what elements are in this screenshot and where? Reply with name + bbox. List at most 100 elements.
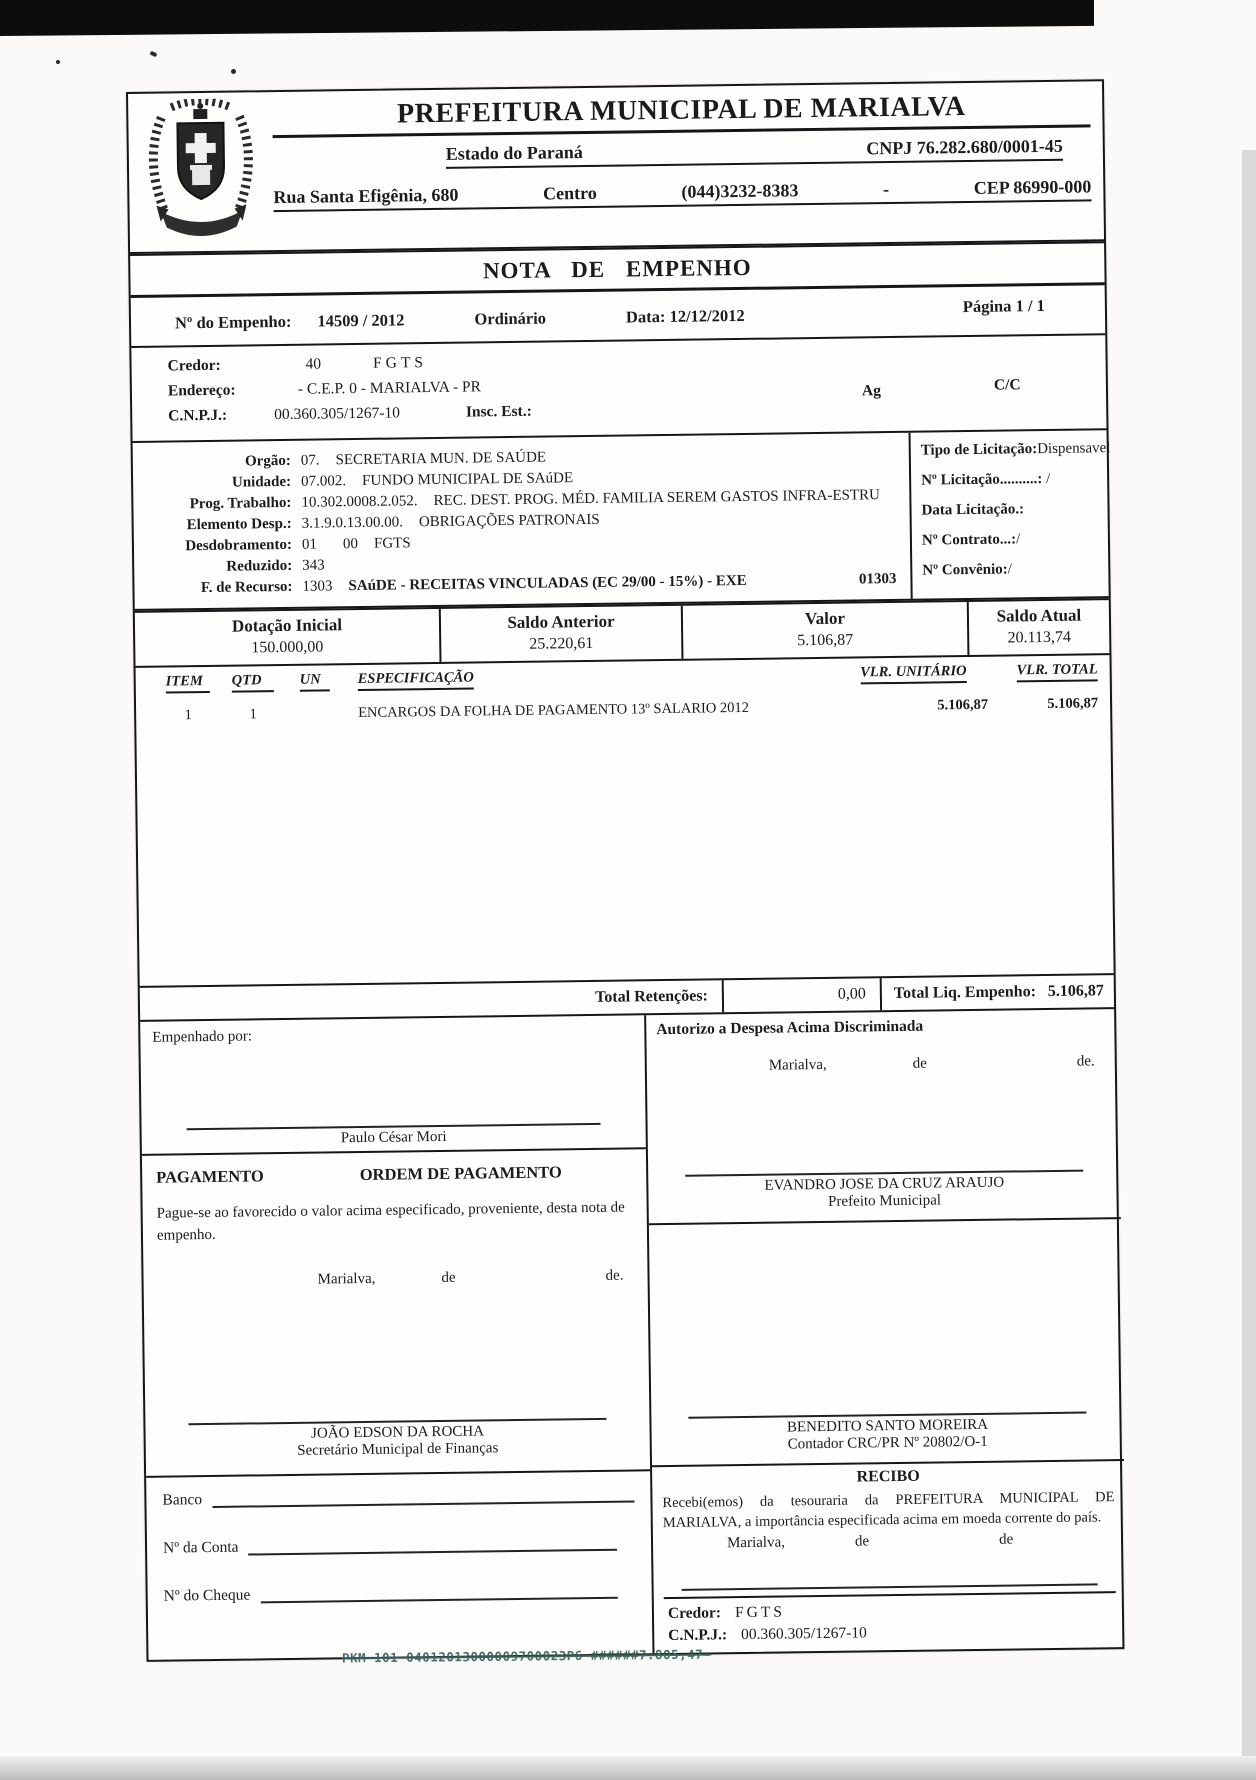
empenho-type: Ordinário	[474, 308, 547, 329]
item-qtd: 1	[249, 706, 257, 723]
num-licitacao-row: Nº Licitação..........: /	[921, 470, 1107, 489]
scan-speck	[149, 50, 158, 58]
licitacao-column: Tipo de Licitação:Dispensavel Nº Licitaç…	[908, 430, 1111, 599]
num-contrato-row: Nº Contrato...:/	[922, 530, 1108, 549]
account-label: C/C	[993, 376, 1021, 394]
header-state-cnpj-line: Estado do Paraná CNPJ 76.282.680/0001-45	[445, 135, 1063, 169]
item-vlr-total: 5.106,87	[1047, 695, 1099, 712]
item-vlr-unitario: 5.106,87	[937, 696, 989, 714]
header-text-block: PREFEITURA MUNICIPAL DE MARIALVA Estado …	[266, 87, 1098, 246]
scan-edge-shadow-right	[1242, 150, 1256, 1780]
de-label: de	[854, 1532, 870, 1550]
street-address: Rua Santa Efigênia, 680	[273, 184, 459, 208]
valor-value: 5.106,87	[797, 631, 854, 650]
empenhado-signature: Paulo César Mori	[186, 1122, 601, 1149]
num-licitacao-label: Nº Licitação..........:	[921, 471, 1043, 489]
creditor-code: 40	[305, 355, 322, 373]
valor-label: Valor	[804, 608, 846, 629]
item-col-header: ITEM	[165, 672, 210, 694]
saldo-anterior-value: 25.220,61	[529, 634, 594, 653]
orgao-column: Orgão: 07. SECRETARIA MUN. DE SAÚDE Unid…	[133, 433, 911, 609]
prog-trabalho-desc: REC. DEST. PROG. MÉD. FAMILIA SEREM GAST…	[433, 487, 881, 510]
form-header: PREFEITURA MUNICIPAL DE MARIALVA Estado …	[128, 81, 1105, 254]
cheque-fill-line	[260, 1596, 618, 1604]
prog-trabalho-label: Prog. Trabalho:	[189, 494, 292, 513]
conta-fill-line	[248, 1548, 618, 1556]
ordem-pagamento-title: ORDEM DE PAGAMENTO	[359, 1162, 562, 1185]
pagamento-title: PAGAMENTO	[156, 1166, 264, 1187]
especificacao-col-header: ESPECIFICAÇÃO	[357, 669, 474, 692]
orgao-desc: SECRETARIA MUN. DE SAÚDE	[335, 449, 547, 469]
scan-speck	[56, 60, 60, 64]
insc-est-label: Insc. Est.:	[465, 402, 532, 421]
banco-fill-line	[212, 1500, 635, 1508]
recibo-cnpj-value: 00.360.305/1267-10	[740, 1624, 867, 1644]
recibo-creditor-label: Credor:	[667, 1604, 722, 1623]
creditor-row: Credor: 40 FGTS	[167, 345, 1095, 375]
num-convenio-label: Nº Convênio:	[922, 561, 1008, 579]
de-label: de	[998, 1531, 1014, 1548]
recibo-signature	[681, 1583, 1098, 1591]
total-liq-cell: Total Liq. Empenho: 5.106,87	[882, 975, 1114, 1010]
district: Centro	[542, 182, 597, 204]
dotacao-inicial-value: 150.000,00	[251, 638, 324, 657]
creditor-block: Credor: 40 FGTS Endereço: - C.E.P. 0 - M…	[131, 335, 1107, 443]
autorizo-date-line: Marialva, de de .	[657, 1053, 1109, 1076]
autorizo-title: Autorizo a Despesa Acima Discriminada	[656, 1017, 924, 1039]
total-liq-value: 5.106,87	[1047, 982, 1104, 1001]
empenhado-por-box: Empenhado por: Paulo César Mori	[140, 1015, 646, 1156]
empenhado-name: Paulo César Mori	[340, 1128, 447, 1147]
pagamento-text: Pague-se ao favorecido o valor acima esp…	[156, 1199, 625, 1244]
contador-box: BENEDITO SANTO MOREIRA Contador CRC/PR N…	[648, 1217, 1124, 1466]
reduzido-code: 343	[302, 557, 325, 574]
num-licitacao-value: /	[1045, 470, 1051, 487]
saldo-atual-value: 20.113,74	[1007, 628, 1072, 647]
data-licitacao-label: Data Licitação.:	[921, 501, 1025, 519]
recibo-text: Recebi(emos) da tesouraria da PREFEITURA…	[662, 1489, 1115, 1532]
orgao-label: Orgão:	[244, 452, 291, 470]
saldo-atual-cell: Saldo Atual 20.113,74	[969, 600, 1110, 655]
desdobramento-code: 01	[301, 536, 318, 553]
cheque-row: Nº do Cheque	[164, 1581, 636, 1605]
creditor-cnpj-row: C.N.P.J.: 00.360.305/1267-10 Insc. Est.:	[168, 395, 1096, 425]
right-signature-column: Autorizo a Despesa Acima Discriminada Ma…	[646, 1009, 1127, 1654]
empenho-number: 14509 / 2012	[317, 310, 405, 331]
secretario-signature: JOÃO EDSON DA ROCHA Secretário Municipal…	[187, 1417, 607, 1461]
city-label: Marialva,	[317, 1270, 376, 1288]
unidade-desc: FUNDO MUNICIPAL DE SAúDE	[362, 470, 574, 489]
address-value: - C.E.P. 0 - MARIALVA - PR	[297, 378, 482, 398]
num-contrato-value: /	[1015, 531, 1021, 548]
prefeito-signature: EVANDRO JOSE DA CRUZ ARAUJO Prefeito Mun…	[685, 1169, 1084, 1213]
cnpj-label: CNPJ 76.282.680/0001-45	[866, 135, 1063, 159]
vlr-total-col-header: VLR. TOTAL	[1016, 661, 1098, 683]
de-label: de	[912, 1055, 927, 1072]
city-label: Marialva,	[726, 1534, 786, 1551]
elemento-desp-label: Elemento Desp.:	[186, 515, 292, 534]
items-header-row: ITEM QTD UN ESPECIFICAÇÃO VLR. UNITÁRIO …	[165, 661, 1100, 694]
total-liq-label: Total Liq. Empenho:	[893, 983, 1037, 1003]
scanner-edge-bar	[0, 0, 1094, 36]
tipo-licitacao-row: Tipo de Licitação:Dispensavel	[921, 440, 1111, 459]
fonte-recurso-label: F. de Recurso:	[200, 578, 293, 597]
de-label: de	[605, 1267, 620, 1284]
fonte-recurso-desc: SAúDE - RECEITAS VINCULADAS (EC 29/00 - …	[348, 572, 747, 595]
address-label: Endereço:	[167, 381, 236, 400]
city-label: Marialva,	[768, 1056, 827, 1074]
desdobramento-code2: 00	[342, 536, 359, 553]
desdobramento-label: Desdobramento:	[185, 536, 293, 555]
pagamento-date-line: Marialva, de de .	[157, 1267, 633, 1290]
signatures-section: Empenhado por: Paulo César Mori PAGAMENT…	[140, 1007, 1127, 1660]
coat-of-arms-logo	[134, 98, 268, 248]
desdobramento-desc: FGTS	[373, 535, 411, 552]
empenhado-por-label: Empenhado por:	[152, 1028, 253, 1046]
separator: -	[882, 179, 890, 200]
state-label: Estado do Paraná	[445, 142, 583, 164]
unidade-code: 07.002.	[301, 473, 347, 490]
autorizo-box: Autorizo a Despesa Acima Discriminada Ma…	[646, 1009, 1121, 1223]
recibo-cnpj-row: C.N.P.J.: 00.360.305/1267-10	[668, 1621, 1106, 1645]
recibo-title: RECIBO	[856, 1467, 920, 1486]
recibo-creditor-value: FGTS	[734, 1603, 786, 1622]
dotacao-inicial-label: Dotação Inicial	[231, 615, 343, 636]
nota-de-empenho-form: PREFEITURA MUNICIPAL DE MARIALVA Estado …	[126, 79, 1127, 1662]
